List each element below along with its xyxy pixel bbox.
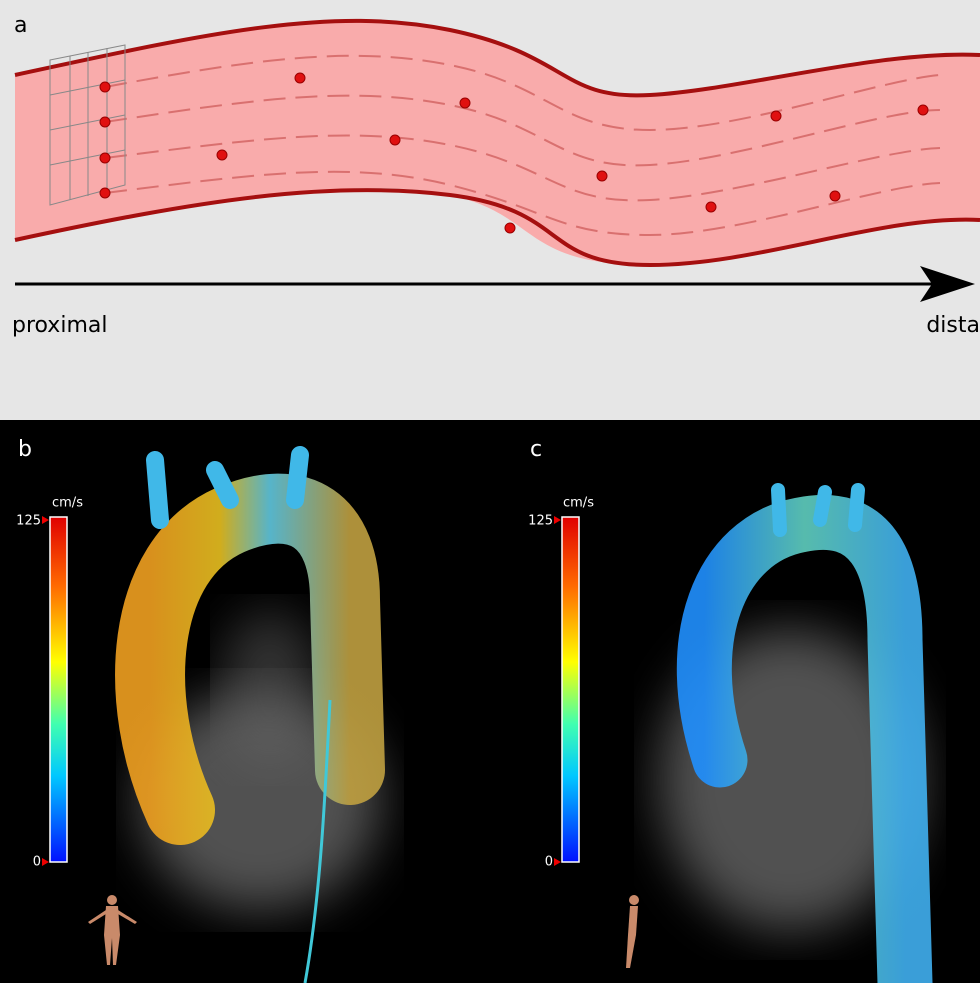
- panel-a: a proximal dista: [0, 0, 980, 420]
- colorbar-min: 0: [33, 855, 41, 870]
- colorbar: [50, 517, 67, 862]
- colorbar-max: 125: [16, 514, 41, 529]
- panel-label: b: [18, 437, 32, 462]
- proximal-label: proximal: [12, 313, 107, 338]
- panel-label: a: [14, 13, 27, 38]
- colorbar-unit: cm/s: [563, 496, 594, 511]
- colorbar-min: 0: [545, 855, 553, 870]
- panel-label: c: [530, 437, 542, 462]
- colorbar-max: 125: [528, 514, 553, 529]
- colorbar: [562, 517, 579, 862]
- distal-label: dista: [926, 313, 980, 338]
- anatomy: [220, 610, 320, 770]
- colorbar-unit: cm/s: [52, 496, 83, 511]
- figure: a proximal dista b cm/s 125 0 c cm/s 125…: [0, 0, 980, 983]
